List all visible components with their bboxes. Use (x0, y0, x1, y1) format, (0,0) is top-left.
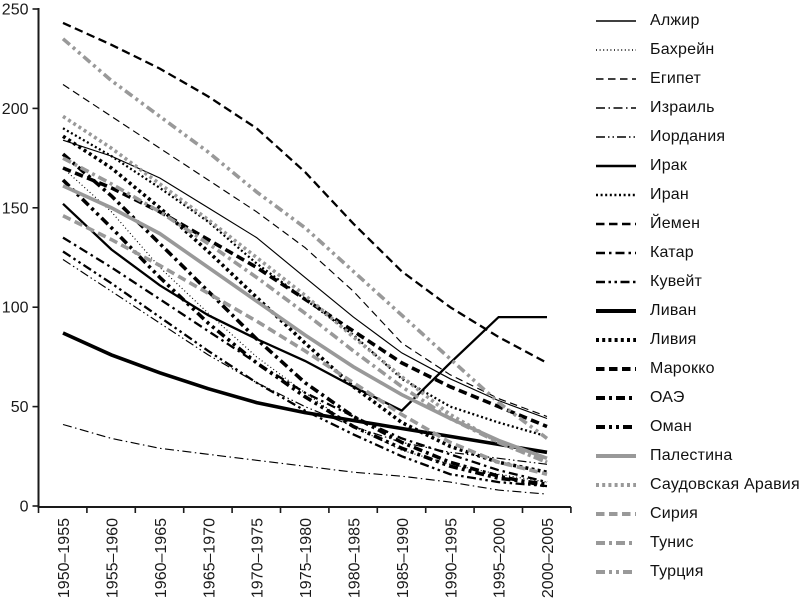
legend-line-sample (596, 366, 636, 371)
x-tick-label: 1970–1975 (250, 518, 267, 598)
series-line-египет (62, 84, 548, 418)
x-tick-label: 1960–1965 (153, 518, 170, 598)
legend-label: Иран (650, 185, 689, 203)
legend-label: ОАЭ (650, 388, 685, 406)
legend-label: Израиль (650, 98, 715, 116)
legend-item: Кувейт (596, 267, 800, 296)
series-line-марокко (62, 166, 548, 429)
legend-line-sample (596, 106, 636, 109)
legend-item: Йемен (596, 209, 800, 238)
legend-item: Алжир (596, 6, 800, 35)
legend-item: Ирак (596, 151, 800, 180)
series-line-сирия (62, 214, 548, 476)
legend-item: Сирия (596, 499, 800, 528)
legend-label: Ливан (650, 301, 697, 319)
y-tick-label: 100 (2, 300, 29, 317)
legend-item: Ливан (596, 296, 800, 325)
legend-label: Оман (650, 417, 692, 435)
legend-label: Марокко (650, 359, 715, 377)
legend-item: Бахрейн (596, 35, 800, 64)
legend-line-sample (596, 453, 636, 458)
legend-item: Иордания (596, 122, 800, 151)
legend-label: Йемен (650, 214, 701, 232)
legend-line-sample (596, 511, 636, 516)
legend-item: Саудовская Аравия (596, 470, 800, 499)
series-line-турция (61, 37, 549, 440)
x-tick-label: 1985–1990 (395, 518, 412, 598)
legend-line-sample (596, 135, 636, 138)
legend-item: Катар (596, 238, 800, 267)
x-tick-label: 1995–2000 (492, 518, 509, 598)
legend-item: ОАЭ (596, 383, 800, 412)
legend-line-sample (596, 222, 636, 225)
legend-label: Ирак (650, 156, 688, 174)
legend-line-sample (596, 164, 636, 167)
series-line-алжир (62, 139, 548, 420)
legend-line-sample (596, 19, 636, 22)
x-tick-label: 1950–1955 (56, 518, 73, 598)
legend-item: Тунис (596, 528, 800, 557)
x-tick-label: 1955–1960 (104, 518, 121, 598)
legend-line-sample (596, 193, 636, 196)
legend-line-sample (596, 77, 636, 80)
legend-item: Оман (596, 412, 800, 441)
legend-line-sample (596, 251, 636, 254)
series-line-ирак (62, 202, 547, 412)
x-tick-label: 1975–1980 (298, 518, 315, 598)
legend-item: Турция (596, 557, 800, 586)
legend-label: Кувейт (650, 272, 703, 290)
legend-line-sample (596, 395, 636, 400)
series-line-кувейт (62, 250, 548, 488)
legend-label: Турция (650, 562, 704, 580)
chart-legend: Алжир Бахрейн Египет Израиль Иордания Ирак Ира… (596, 6, 800, 586)
series-line-йемен (62, 21, 548, 364)
chart-plot-area: 0 50 100 150 200 250 1950–1955 1955–1960 1960–19… (2, 2, 572, 598)
legend-item: Ливия (596, 325, 800, 354)
series-line-израиль (62, 423, 548, 495)
legend-label: Алжир (650, 11, 700, 29)
x-tick-label: 1990–1995 (443, 518, 460, 598)
legend-label: Саудовская Аравия (650, 475, 800, 493)
legend-line-sample (596, 308, 636, 313)
legend-line-sample (596, 280, 636, 283)
legend-label: Катар (650, 243, 694, 261)
legend-label: Египет (650, 69, 702, 87)
legend-item: Израиль (596, 93, 800, 122)
legend-item: Египет (596, 64, 800, 93)
series-line-тунис (62, 156, 548, 464)
legend-label: Тунис (650, 533, 694, 551)
x-tick-label: 2000–2005 (540, 518, 557, 598)
legend-label: Ливия (650, 330, 697, 348)
legend-label: Иордания (650, 127, 726, 145)
series-line-ливан (62, 331, 548, 455)
y-tick-label: 50 (11, 399, 29, 416)
legend-line-sample (596, 482, 636, 487)
legend-line-sample (596, 569, 636, 574)
series-line-катар (62, 236, 548, 484)
y-tick-label: 200 (2, 101, 29, 118)
legend-label: Палестина (650, 446, 733, 464)
series-line-оаэ (61, 152, 548, 488)
series-line-бахрейн (62, 167, 548, 483)
legend-line-sample (596, 424, 636, 429)
legend-line-sample (596, 540, 636, 545)
legend-line-sample (596, 48, 636, 51)
series-line-ливия (62, 134, 548, 474)
legend-item: Иран (596, 180, 800, 209)
x-tick-label: 1980–1985 (346, 518, 363, 598)
series-line-иордания (62, 259, 548, 465)
legend-item: Палестина (596, 441, 800, 470)
series-line-оман (61, 178, 548, 486)
legend-label: Бахрейн (650, 40, 715, 58)
x-tick-label: 1965–1970 (201, 518, 218, 598)
legend-item: Марокко (596, 354, 800, 383)
legend-label: Сирия (650, 504, 698, 522)
y-tick-label: 250 (2, 2, 29, 19)
y-tick-label: 150 (2, 200, 29, 217)
legend-line-sample (596, 337, 636, 342)
y-tick-label: 0 (20, 499, 29, 516)
